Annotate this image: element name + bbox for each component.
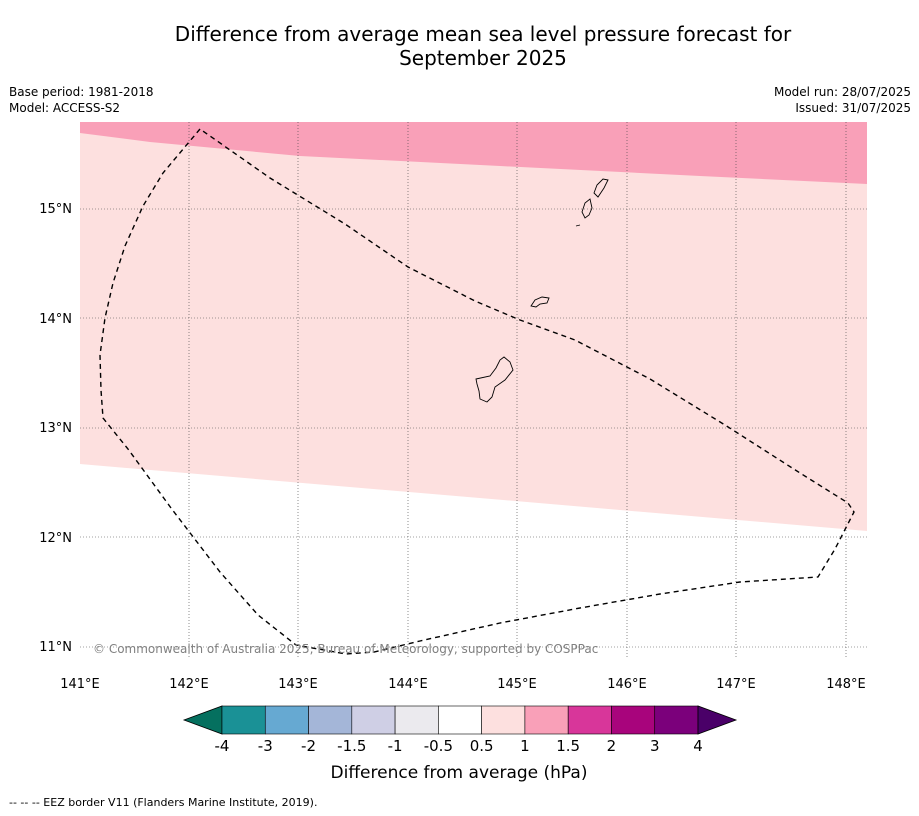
colorbar-tick-label: -3	[258, 737, 273, 755]
pressure-band-1-to-1-5	[80, 122, 867, 184]
colorbar-tick-label: -2	[301, 737, 316, 755]
colorbar-cell	[438, 705, 482, 735]
colorbar-cell	[524, 705, 569, 735]
colorbar-tick-label: -0.5	[424, 737, 453, 755]
colorbar-cell	[611, 705, 656, 735]
lon-label-143: 143°E	[278, 677, 318, 692]
lat-label-12: 12°N	[39, 531, 72, 546]
colorbar-tick-label: -1	[388, 737, 403, 755]
meta-left: Base period: 1981-2018 Model: ACCESS-S2	[9, 84, 154, 116]
colorbar: -4 -3 -2 -1.5 -1 -0.5 0.5 1 1.5 2 3 4 Difference fr…	[182, 705, 738, 783]
eez-border	[99, 128, 855, 655]
colorbar-cells	[182, 705, 738, 735]
title-line-2: September 2025	[399, 46, 567, 70]
colorbar-cell	[221, 705, 266, 735]
chart-title: Difference from average mean sea level p…	[0, 22, 919, 70]
colorbar-cell	[308, 705, 353, 735]
copyright-text: © Commonwealth of Australia 2025, Bureau…	[93, 642, 598, 656]
lon-label-148: 148°E	[826, 677, 866, 692]
colorbar-cell	[264, 705, 309, 735]
model-name: Model: ACCESS-S2	[9, 101, 121, 115]
lat-label-14: 14°N	[39, 312, 72, 327]
island-saipan	[593, 178, 609, 198]
lat-label-11: 11°N	[39, 640, 72, 655]
island-tinian	[581, 198, 593, 219]
lon-label-146: 146°E	[607, 677, 647, 692]
colorbar-cell	[394, 705, 439, 735]
pressure-band-0-5-to-1	[80, 122, 867, 531]
colorbar-label: Difference from average (hPa)	[331, 763, 588, 783]
issued-date: Issued: 31/07/2025	[795, 101, 911, 115]
eez-legend: -- -- -- EEZ border V11 (Flanders Marine…	[9, 796, 318, 809]
lat-labels: 15°N 14°N 13°N 12°N 11°N	[39, 202, 72, 655]
colorbar-tick-label: 4	[693, 737, 703, 755]
lat-label-13: 13°N	[39, 421, 72, 436]
colorbar-tick-label: 0.5	[470, 737, 494, 755]
colorbar-cell	[567, 705, 612, 735]
lat-label-15: 15°N	[39, 202, 72, 217]
colorbar-tick-label: 1	[520, 737, 530, 755]
colorbar-tick-label: -4	[215, 737, 230, 755]
lon-label-147: 147°E	[716, 677, 756, 692]
island-guam	[475, 356, 514, 403]
lon-label-144: 144°E	[388, 677, 428, 692]
colorbar-cell	[481, 705, 526, 735]
lon-labels: 141°E 142°E 143°E 144°E 145°E 146°E 147°…	[60, 677, 866, 692]
lon-label-142: 142°E	[169, 677, 209, 692]
lon-label-145: 145°E	[497, 677, 537, 692]
island-rota	[530, 296, 550, 308]
title-line-1: Difference from average mean sea level p…	[174, 22, 792, 46]
base-period: Base period: 1981-2018	[9, 85, 154, 99]
colorbar-cell	[654, 705, 699, 735]
colorbar-tick-label: 1.5	[556, 737, 580, 755]
model-run: Model run: 28/07/2025	[773, 85, 911, 99]
grid-lines	[80, 122, 867, 657]
lon-label-141: 141°E	[60, 677, 100, 692]
colorbar-ticks: -4 -3 -2 -1.5 -1 -0.5 0.5 1 1.5 2 3 4	[215, 737, 703, 755]
island-aguijan	[575, 224, 581, 227]
colorbar-tick-label: 3	[650, 737, 660, 755]
meta-right: Model run: 28/07/2025 Issued: 31/07/2025	[774, 84, 911, 116]
colorbar-tick-label: 2	[607, 737, 617, 755]
colorbar-tick-label: -1.5	[337, 737, 366, 755]
colorbar-extend-low	[182, 705, 223, 735]
islands	[475, 178, 609, 403]
colorbar-extend-high	[697, 705, 738, 735]
colorbar-cell	[351, 705, 396, 735]
